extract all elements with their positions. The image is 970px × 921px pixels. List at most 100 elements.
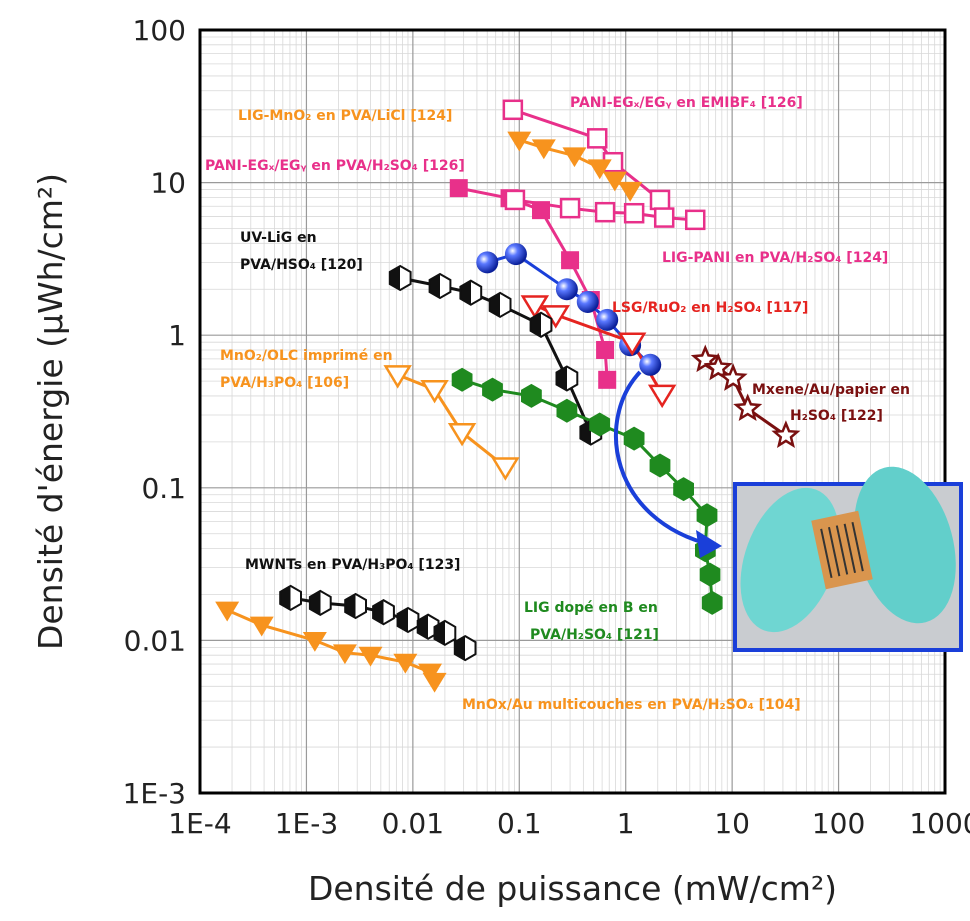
marker: [428, 272, 452, 300]
marker: [507, 131, 532, 152]
marker: [555, 278, 578, 301]
marker: [556, 398, 578, 423]
marker: [449, 179, 468, 198]
marker: [358, 646, 383, 667]
marker: [393, 653, 418, 674]
x-axis-label: Densité de puissance (mW/cm²): [308, 869, 837, 908]
marker: [623, 426, 645, 451]
marker: [521, 383, 542, 408]
marker: [447, 422, 477, 447]
marker: [589, 412, 611, 437]
annotation: UV-LiG en: [240, 230, 317, 246]
marker: [344, 592, 367, 620]
annotation: LSG/RuO₂ en H₂SO₄ [117]: [612, 300, 808, 316]
annotation: PANI-EGₓ/EGᵧ en EMIBF₄ [126]: [570, 95, 803, 111]
marker: [302, 632, 327, 652]
marker: [482, 377, 503, 402]
marker: [491, 457, 520, 481]
marker: [529, 311, 553, 338]
marker: [476, 251, 499, 274]
marker: [396, 606, 420, 634]
marker: [559, 197, 581, 219]
annotation: PVA/H₃PO₄ [106]: [220, 375, 349, 391]
marker: [433, 619, 457, 647]
marker: [388, 264, 412, 292]
x-tick-label: 0.01: [382, 807, 444, 840]
marker: [576, 291, 599, 314]
annotation: Mxene/Au/papier en: [752, 382, 910, 398]
marker: [594, 201, 616, 223]
y-tick-label: 0.1: [141, 472, 186, 505]
y-tick-label: 1E-3: [123, 777, 186, 810]
annotation: MWNTs en PVA/H₃PO₄ [123]: [245, 557, 460, 573]
marker: [618, 181, 643, 202]
arrow: [613, 370, 713, 547]
marker: [502, 99, 524, 121]
marker: [332, 644, 357, 665]
marker: [586, 128, 608, 149]
marker: [561, 251, 580, 270]
marker: [623, 202, 645, 224]
marker: [653, 207, 675, 228]
x-tick-label: 1E-4: [168, 807, 231, 840]
marker: [649, 189, 671, 211]
marker: [531, 139, 556, 160]
marker: [555, 365, 579, 392]
marks: [215, 99, 801, 693]
glove-finger: [854, 466, 956, 624]
annotation: PVA/HSO₄ [120]: [240, 257, 363, 273]
marker: [587, 159, 612, 180]
marker: [453, 634, 477, 662]
y-tick-label: 10: [150, 167, 186, 200]
annotation: MnO₂/OLC imprimé en: [220, 348, 393, 364]
marker: [541, 305, 570, 329]
marker: [532, 201, 551, 220]
annotation: PVA/H₂SO₄ [121]: [530, 627, 659, 643]
marker: [718, 363, 748, 391]
marker: [422, 672, 447, 693]
marker: [701, 590, 723, 615]
labels: 1E-41E-30.010.111010010001E-30.010.11101…: [31, 14, 970, 908]
marker: [771, 420, 801, 448]
marker: [684, 209, 706, 231]
annotation: LIG-PANI en PVA/H₂SO₄ [124]: [662, 250, 888, 266]
marker: [696, 503, 718, 528]
marker: [416, 613, 440, 640]
x-tick-label: 100: [812, 807, 865, 840]
marker: [279, 584, 302, 612]
annotation: LIG-MnO₂ en PVA/LiCl [124]: [238, 108, 452, 124]
y-tick-label: 0.01: [124, 624, 186, 657]
marker: [639, 353, 662, 376]
arrow-head: [696, 530, 722, 558]
marker: [520, 295, 550, 319]
x-tick-label: 0.1: [497, 807, 542, 840]
electrodes: [820, 522, 864, 578]
series-line: [397, 373, 507, 469]
marker: [562, 147, 587, 168]
marker: [699, 562, 721, 587]
x-tick-label: 1000: [909, 807, 970, 840]
x-tick-label: 1: [617, 807, 635, 840]
marker: [383, 365, 412, 389]
marker: [598, 370, 617, 389]
annotation: LIG dopé en B en: [524, 600, 658, 616]
y-tick-label: 1: [168, 319, 186, 352]
marker: [488, 291, 512, 319]
marker: [733, 393, 763, 422]
plot-frame: [198, 28, 947, 795]
marker: [703, 352, 733, 381]
marker: [602, 171, 627, 192]
marker: [372, 599, 395, 626]
marker: [504, 189, 526, 211]
marker: [649, 453, 671, 478]
y-tick-label: 100: [133, 14, 186, 47]
marker: [308, 589, 332, 617]
y-axis-label: Densité d'énergie (µWh/cm²): [31, 173, 70, 650]
annotation: PANI-EGₓ/EGᵧ en PVA/H₂SO₄ [126]: [205, 158, 465, 174]
marker: [617, 332, 647, 356]
inset-photo: [733, 466, 963, 652]
marker: [673, 477, 694, 502]
marker: [647, 384, 677, 409]
marker: [504, 243, 527, 266]
